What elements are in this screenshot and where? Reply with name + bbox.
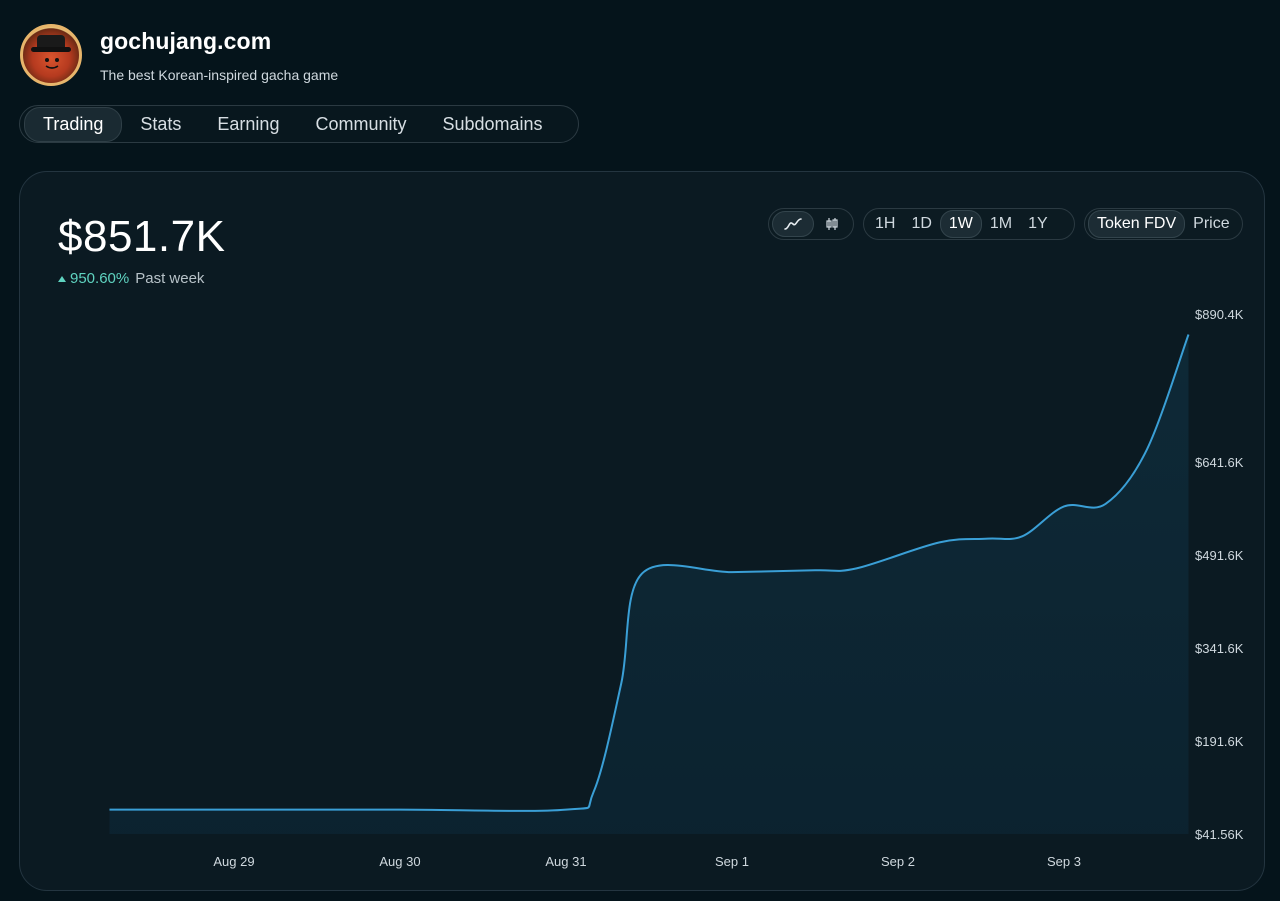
y-tick-label: $491.6K xyxy=(1195,548,1244,563)
main-tabs: Trading Stats Earning Community Subdomai… xyxy=(19,105,579,143)
x-tick-label: Sep 3 xyxy=(1047,854,1081,869)
chart-style-toggle xyxy=(768,208,854,240)
fdv-value: $851.7K xyxy=(58,212,226,261)
range-1h[interactable]: 1H xyxy=(875,215,896,232)
y-tick-label: $191.6K xyxy=(1195,734,1244,749)
change-period: Past week xyxy=(135,270,205,287)
tab-subdomains[interactable]: Subdomains xyxy=(442,113,543,134)
chart-card: $890.4K $641.6K $491.6K $341.6K $191.6K $41.5… xyxy=(19,171,1265,891)
range-1d[interactable]: 1D xyxy=(911,215,932,232)
change-percent: 950.60% xyxy=(58,270,129,287)
range-1y[interactable]: 1Y xyxy=(1028,215,1048,232)
x-tick-label: Aug 29 xyxy=(213,854,254,869)
site-header: gochujang.com The best Korean-inspired g… xyxy=(20,24,338,86)
tab-trading[interactable]: Trading xyxy=(24,106,123,142)
x-tick-label: Aug 30 xyxy=(379,854,420,869)
range-1m[interactable]: 1M xyxy=(989,215,1013,232)
tab-community[interactable]: Community xyxy=(315,113,407,134)
fdv-area-fill xyxy=(109,334,1189,834)
site-subtitle: The best Korean-inspired gacha game xyxy=(100,66,339,83)
y-tick-label: $890.4K xyxy=(1195,307,1244,322)
x-tick-label: Sep 2 xyxy=(881,854,915,869)
line-chart-icon[interactable] xyxy=(772,211,814,237)
metric-selector: Token FDV Price xyxy=(1084,208,1243,240)
x-tick-label: Aug 31 xyxy=(545,854,586,869)
tab-stats[interactable]: Stats xyxy=(140,113,182,134)
time-range-selector: 1H 1D 1W 1M 1Y xyxy=(863,208,1075,240)
x-tick-label: Sep 1 xyxy=(715,854,749,869)
change-summary: 950.60% Past week xyxy=(58,270,204,287)
change-percent-value: 950.60% xyxy=(70,270,130,287)
fdv-chart[interactable]: $890.4K $641.6K $491.6K $341.6K $191.6K $41.5… xyxy=(20,172,1265,891)
mascot-face-icon xyxy=(45,58,59,69)
site-title[interactable]: gochujang.com xyxy=(100,27,272,54)
y-tick-label: $641.6K xyxy=(1195,455,1244,470)
hat-shape xyxy=(37,35,65,49)
tab-earning[interactable]: Earning xyxy=(217,113,280,134)
y-tick-label: $41.56K xyxy=(1195,827,1244,842)
up-triangle-icon xyxy=(58,275,66,282)
y-tick-label: $341.6K xyxy=(1195,641,1244,656)
gochujang-mascot-avatar[interactable] xyxy=(20,24,82,86)
range-1w[interactable]: 1W xyxy=(939,210,982,238)
fdv-series-line[interactable] xyxy=(109,334,1190,812)
metric-token-fdv[interactable]: Token FDV xyxy=(1088,210,1186,238)
metric-price[interactable]: Price xyxy=(1193,215,1230,232)
candlestick-icon[interactable] xyxy=(814,212,850,236)
hat-brim-shape xyxy=(31,47,71,52)
site-titles: gochujang.com The best Korean-inspired g… xyxy=(100,28,338,83)
